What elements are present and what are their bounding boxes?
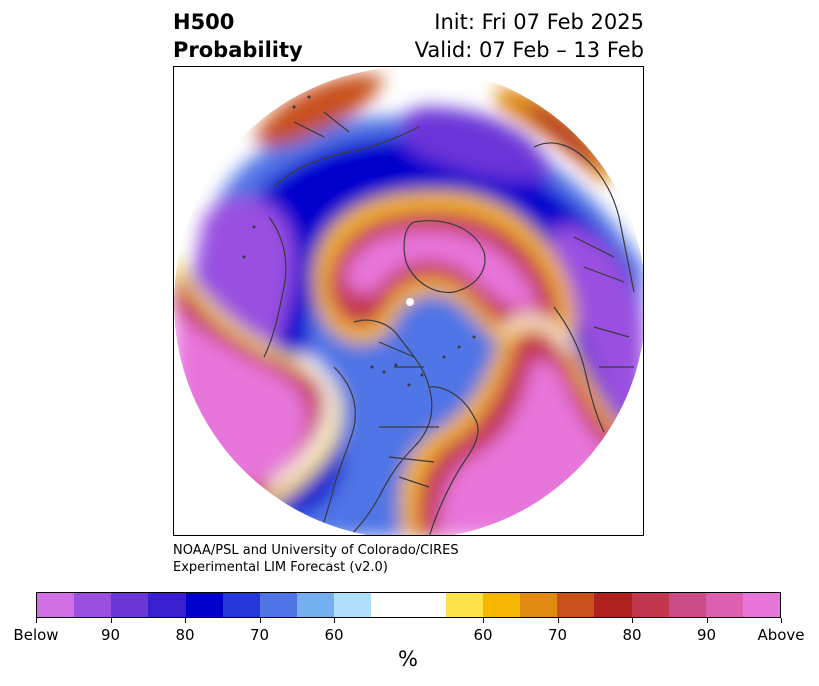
colorbar-segment — [334, 593, 372, 617]
colorbar-segment — [482, 593, 521, 617]
colorbar-tick-label: 70 — [249, 626, 270, 644]
colorbar-tick-mark — [36, 618, 37, 623]
colorbar-segment — [631, 593, 669, 617]
colorbar-tick-label: 90 — [100, 626, 121, 644]
colorbar-tick-mark — [334, 618, 335, 623]
colorbar-tick-mark — [185, 618, 186, 623]
colorbar-segment — [408, 593, 446, 617]
colorbar-segment — [557, 593, 595, 617]
colorbar-segment — [148, 593, 186, 617]
date-info: Init: Fri 07 Feb 2025 Valid: 07 Feb – 13… — [415, 8, 644, 64]
colorbar-unit: % — [398, 647, 418, 671]
colorbar-tick-mark — [558, 618, 559, 623]
title-line-h500: H500 — [173, 10, 235, 34]
title-line-probability: Probability — [173, 38, 303, 62]
colorbar-tick-mark — [111, 618, 112, 623]
colorbar-segment — [185, 593, 223, 617]
colorbar-tick-label: 60 — [324, 626, 344, 644]
probability-map — [173, 66, 644, 536]
valid-range: Valid: 07 Feb – 13 Feb — [414, 38, 644, 62]
colorbar-segment — [37, 593, 75, 617]
colorbar-segment — [705, 593, 743, 617]
colorbar-tick-mark — [781, 618, 782, 623]
colorbar-tick-label: 70 — [547, 626, 568, 644]
colorbar-segment — [668, 593, 706, 617]
colorbar-segment — [259, 593, 298, 617]
colorbar-tick-mark — [632, 618, 633, 623]
colorbar-tick-mark — [707, 618, 708, 623]
colorbar-tick-label: 80 — [622, 626, 642, 644]
colorbar-tick-mark — [483, 618, 484, 623]
colorbar — [36, 592, 781, 618]
credit-text: NOAA/PSL and University of Colorado/CIRE… — [173, 542, 459, 576]
credit-line-1: NOAA/PSL and University of Colorado/CIRE… — [173, 543, 459, 558]
colorbar-segment — [445, 593, 483, 617]
colorbar-segment — [111, 593, 149, 617]
colorbar-tick-label: 90 — [696, 626, 717, 644]
colorbar-tick-label: Below — [13, 626, 59, 644]
colorbar-segment — [742, 593, 781, 617]
colorbar-segment — [520, 593, 558, 617]
colorbar-segment — [74, 593, 112, 617]
colorbar-tick-mark — [260, 618, 261, 623]
init-date: Init: Fri 07 Feb 2025 — [434, 10, 644, 34]
colorbar-segment — [371, 593, 409, 617]
colorbar-segment — [297, 593, 335, 617]
colorbar-tick-label: 60 — [473, 626, 493, 644]
colorbar-tick-label: Above — [757, 626, 805, 644]
map-title: H500 Probability — [173, 8, 303, 64]
colorbar-segment — [222, 593, 260, 617]
colorbar-segment — [594, 593, 632, 617]
map-svg — [174, 67, 643, 535]
colorbar-tick-label: 80 — [175, 626, 195, 644]
credit-line-2: Experimental LIM Forecast (v2.0) — [173, 560, 388, 575]
